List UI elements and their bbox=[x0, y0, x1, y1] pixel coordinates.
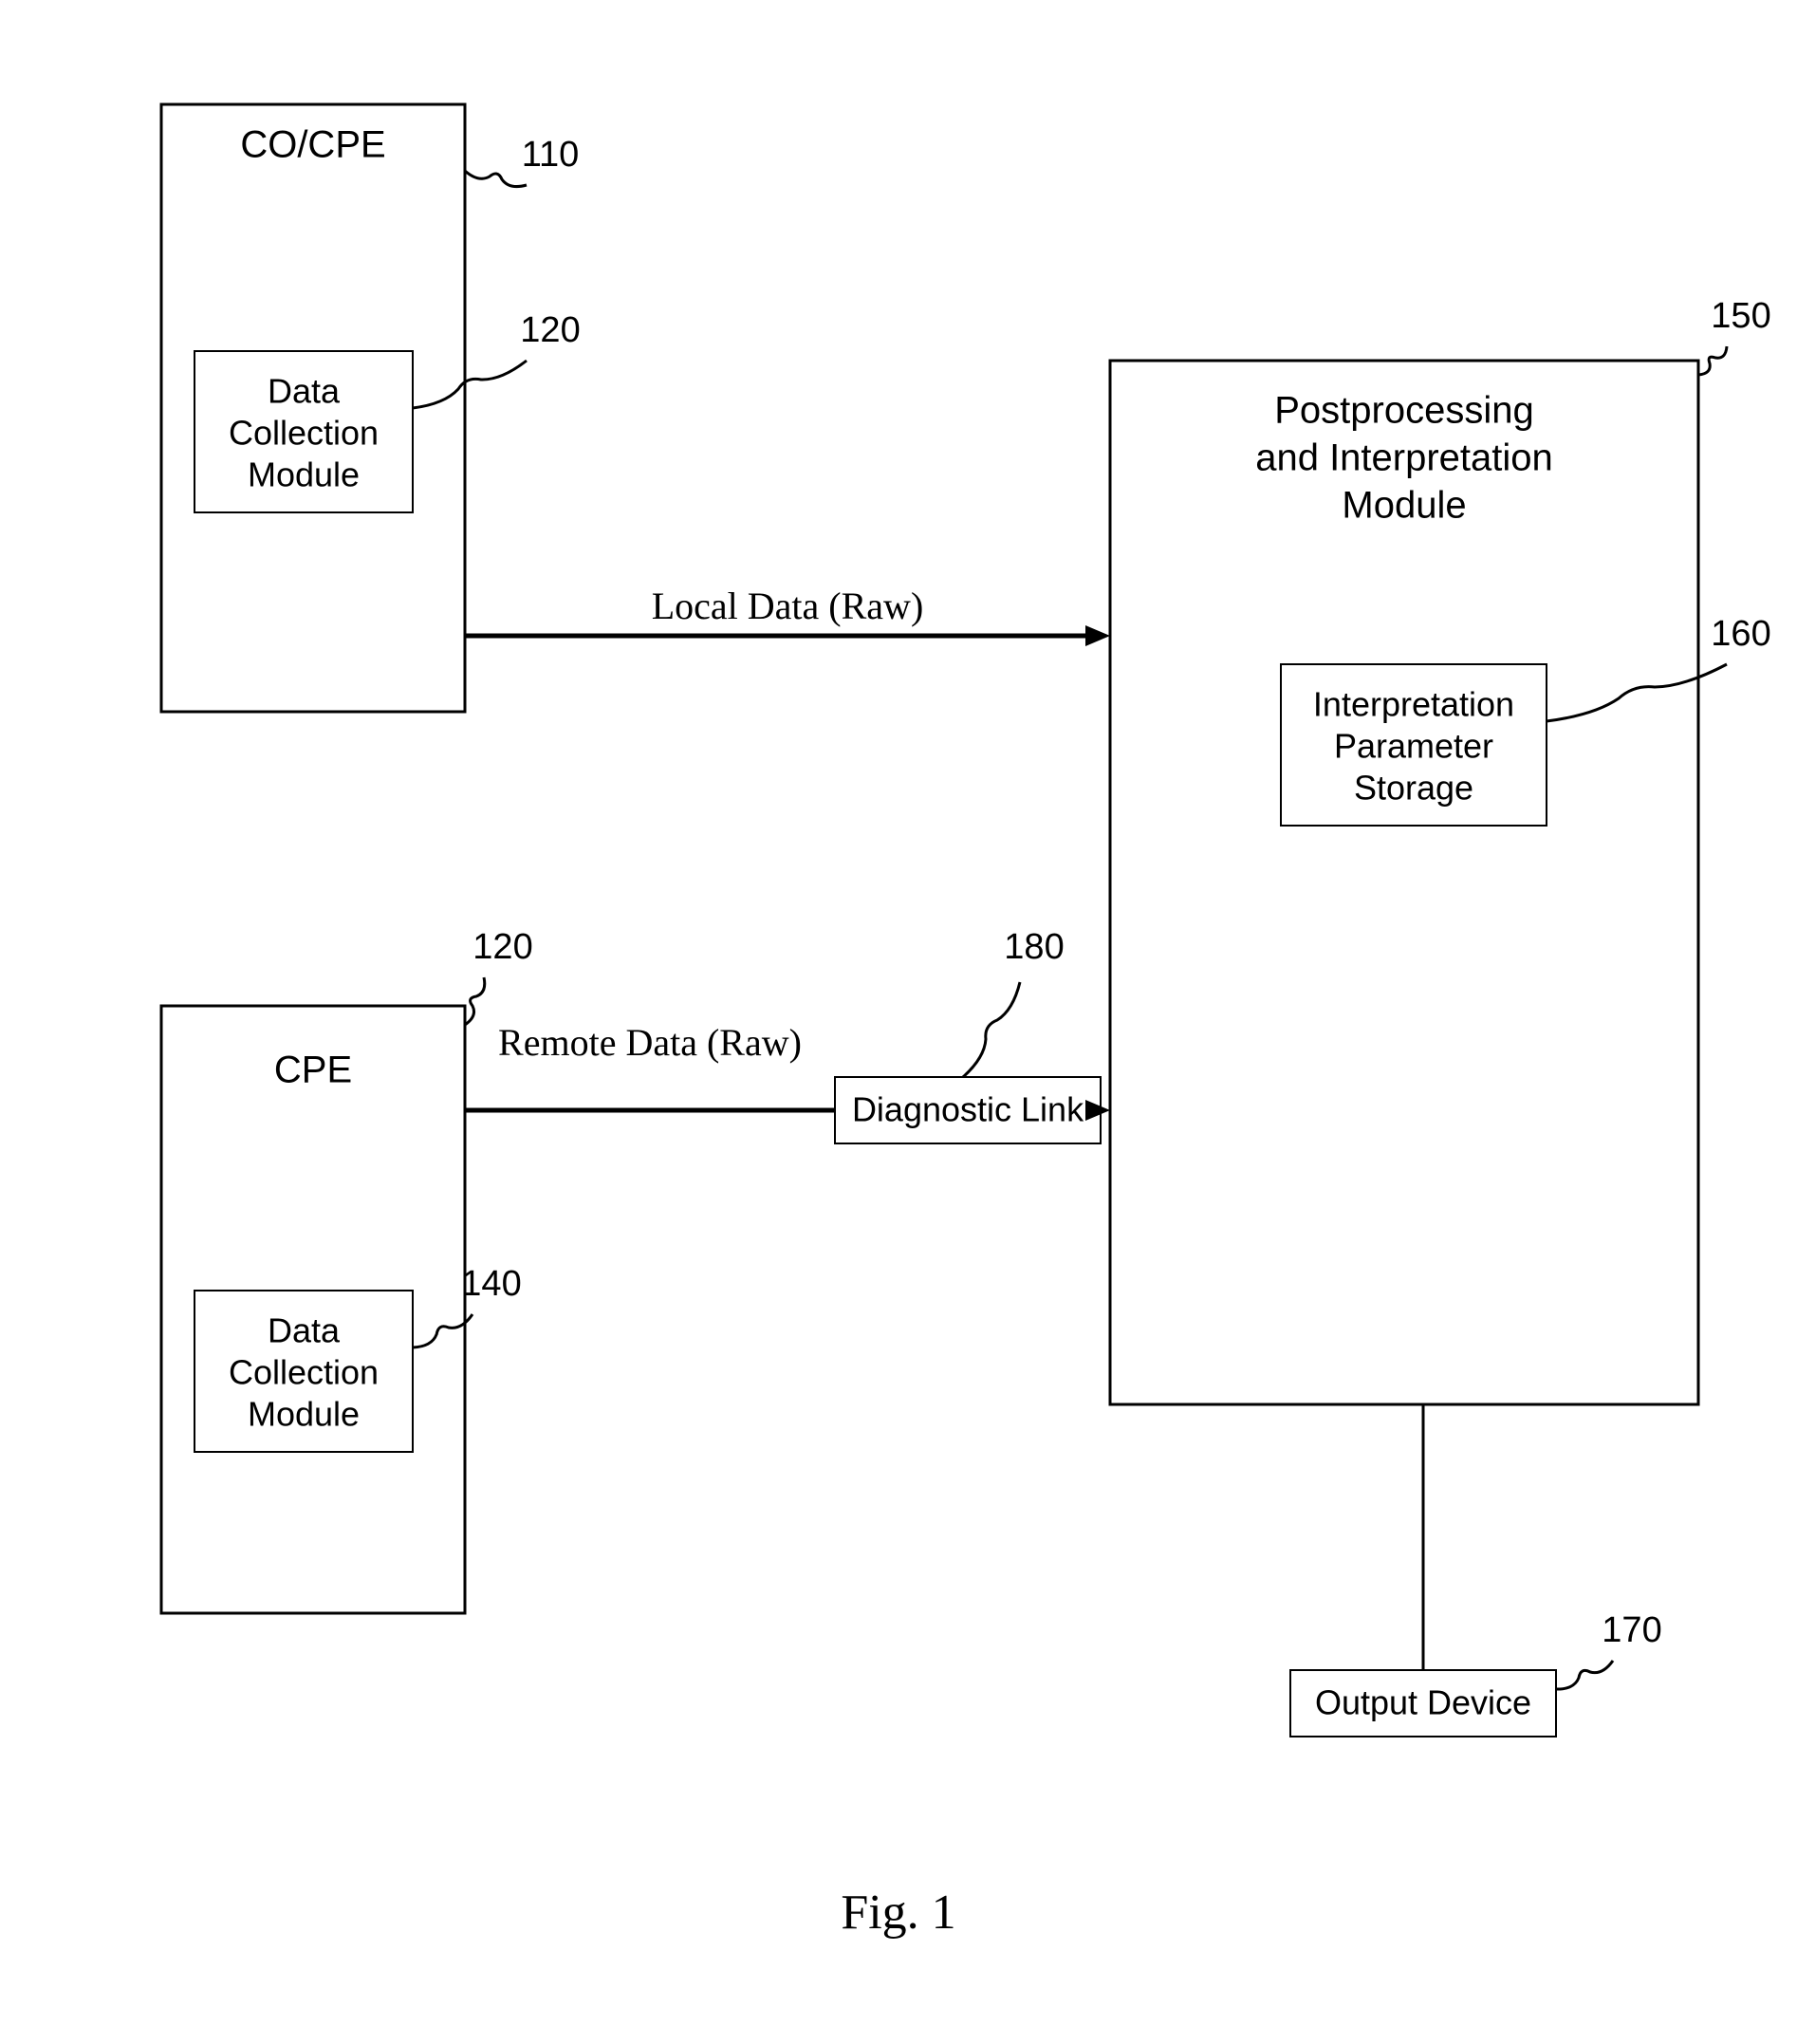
data-collection-1-line-2: Module bbox=[248, 455, 360, 494]
data-collection-1-line-1: Collection bbox=[229, 414, 379, 453]
data-collection-2-line-1: Collection bbox=[229, 1353, 379, 1392]
output-device-label: Output Device bbox=[1315, 1683, 1531, 1722]
postprocessing-title-line-0: Postprocessing bbox=[1274, 390, 1533, 432]
co-cpe-title: CO/CPE bbox=[240, 124, 385, 166]
local-data-label: Local Data (Raw) bbox=[652, 585, 924, 627]
interpretation-storage-line-0: Interpretation bbox=[1313, 685, 1514, 724]
ref-110: 110 bbox=[522, 135, 580, 175]
figure-caption: Fig. 1 bbox=[841, 1886, 955, 1940]
ref-150: 150 bbox=[1711, 296, 1770, 336]
ref-120: 120 bbox=[520, 310, 580, 350]
ref-160: 160 bbox=[1711, 614, 1770, 654]
data-collection-1-line-0: Data bbox=[268, 372, 341, 411]
interpretation-storage-line-1: Parameter bbox=[1334, 727, 1493, 766]
cpe-title: CPE bbox=[274, 1050, 352, 1091]
ref-180: 180 bbox=[1004, 927, 1064, 967]
postprocessing-title-line-1: and Interpretation bbox=[1255, 437, 1553, 479]
remote-data-label: Remote Data (Raw) bbox=[498, 1021, 802, 1064]
data-collection-2-line-2: Module bbox=[248, 1395, 360, 1434]
diagnostic-link-label: Diagnostic Link bbox=[852, 1090, 1084, 1129]
postprocessing-title-line-2: Module bbox=[1342, 485, 1466, 527]
ref-120: 120 bbox=[472, 927, 532, 967]
ref-170: 170 bbox=[1602, 1610, 1661, 1650]
data-collection-2-line-0: Data bbox=[268, 1311, 341, 1350]
ref-140: 140 bbox=[461, 1264, 521, 1304]
interpretation-storage-line-2: Storage bbox=[1354, 769, 1473, 808]
